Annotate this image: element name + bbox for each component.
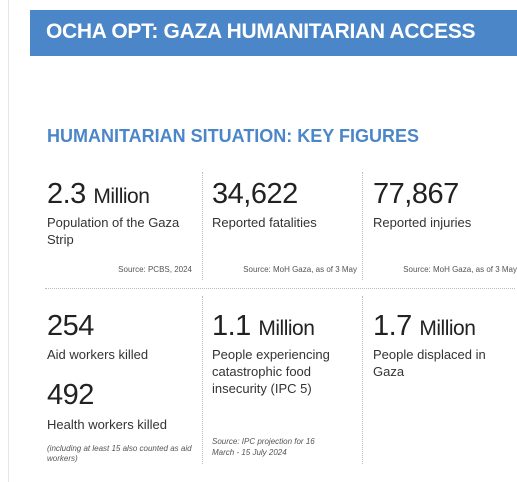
figure-number: 77,867 bbox=[373, 178, 459, 210]
figure-source: Source: MoH Gaza, as of 3 May bbox=[403, 265, 517, 274]
header-title: OCHA OPT: GAZA HUMANITARIAN ACCESS bbox=[46, 20, 476, 43]
figure-label: Reported injuries bbox=[373, 215, 472, 230]
figure-label: Population of the Gaza Strip bbox=[47, 215, 180, 247]
number: 1.7 bbox=[373, 310, 412, 342]
section-title: HUMANITARIAN SITUATION: KEY FIGURES bbox=[47, 126, 419, 146]
divider bbox=[45, 288, 515, 289]
header-bar bbox=[30, 10, 517, 56]
figure-label: People displaced in Gaza bbox=[373, 347, 486, 379]
number: 2.3 bbox=[47, 178, 86, 210]
figure-number: 1.7 Million bbox=[373, 310, 476, 345]
figure-label: People experiencing catastrophic food in… bbox=[212, 347, 330, 396]
figure-source: Source: IPC projection for 16 March - 15… bbox=[212, 437, 315, 457]
number: 1.1 bbox=[212, 310, 251, 342]
figure-note: (including at least 15 also counted as a… bbox=[47, 444, 192, 463]
figure-number: 254 bbox=[47, 310, 94, 342]
figure-number: 34,622 bbox=[212, 178, 298, 210]
divider bbox=[362, 296, 363, 464]
unit: Million bbox=[258, 317, 315, 340]
unit: Million bbox=[419, 317, 476, 340]
figure-label: Aid workers killed bbox=[47, 347, 149, 362]
figure-number: 1.1 Million bbox=[212, 310, 315, 345]
figure-label: Reported fatalities bbox=[212, 215, 317, 230]
figure-number: 2.3 Million bbox=[47, 178, 150, 213]
divider bbox=[362, 172, 363, 280]
divider bbox=[202, 296, 203, 464]
figure-label: Health workers killed bbox=[47, 417, 167, 432]
divider bbox=[202, 172, 203, 280]
figure-number: 492 bbox=[47, 379, 94, 411]
figure-source: Source: PCBS, 2024 bbox=[118, 265, 192, 274]
figure-source: Source: MoH Gaza, as of 3 May bbox=[243, 265, 357, 274]
unit: Million bbox=[93, 185, 150, 208]
left-border bbox=[8, 0, 9, 482]
